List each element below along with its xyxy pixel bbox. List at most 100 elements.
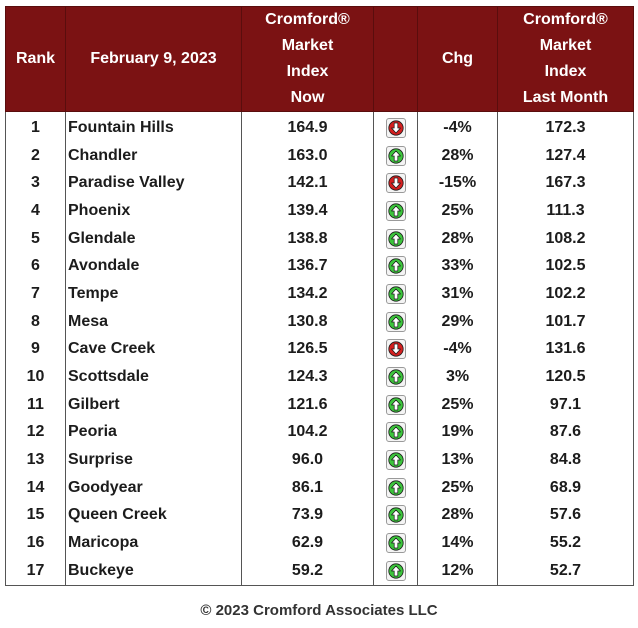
table-row: 9 Cave Creek 126.5 -4% 131.6	[5, 335, 634, 364]
city-cell: Chandler	[65, 141, 242, 170]
table-row: 14 Goodyear 86.1 25% 68.9	[5, 473, 634, 502]
header-index-last-line: Index	[544, 63, 587, 80]
city-cell: Phoenix	[65, 197, 242, 225]
header-index-now-line: Now	[290, 89, 325, 106]
rank-cell: 5	[5, 224, 66, 253]
up-arrow-icon	[385, 422, 406, 443]
header-index-last: Cromford® Market Index Last Month	[497, 6, 634, 112]
table-row: 3 Paradise Valley 142.1 -15% 167.3	[5, 169, 634, 198]
index-last-cell: 167.3	[497, 169, 634, 198]
up-arrow-icon	[385, 560, 406, 581]
chg-cell: 31%	[417, 280, 498, 308]
table-row: 4 Phoenix 139.4 25% 111.3	[5, 197, 634, 225]
index-last-cell: 120.5	[497, 363, 634, 391]
table-row: 5 Glendale 138.8 28% 108.2	[5, 224, 634, 253]
header-date: February 9, 2023	[65, 6, 242, 112]
table-row: 6 Avondale 136.7 33% 102.5	[5, 252, 634, 281]
up-arrow-icon	[385, 533, 406, 554]
index-now-cell: 163.0	[241, 141, 374, 170]
table-row: 16 Maricopa 62.9 14% 55.2	[5, 529, 634, 557]
header-arrow	[373, 6, 418, 112]
index-last-cell: 97.1	[497, 390, 634, 419]
index-now-cell: 138.8	[241, 224, 374, 253]
arrow-cell	[373, 224, 418, 253]
index-last-cell: 57.6	[497, 501, 634, 530]
index-last-cell: 87.6	[497, 418, 634, 447]
up-arrow-icon	[385, 477, 406, 498]
table-row: 12 Peoria 104.2 19% 87.6	[5, 418, 634, 447]
index-now-cell: 96.0	[241, 446, 374, 474]
header-index-last-line: Last Month	[522, 89, 609, 106]
table-row: 13 Surprise 96.0 13% 84.8	[5, 446, 634, 474]
chg-cell: 3%	[417, 363, 498, 391]
index-last-cell: 108.2	[497, 224, 634, 253]
index-last-cell: 52.7	[497, 557, 634, 586]
chg-cell: 13%	[417, 446, 498, 474]
rank-cell: 15	[5, 501, 66, 530]
chg-cell: 25%	[417, 473, 498, 502]
table-row: 1 Fountain Hills 164.9 -4% 172.3	[5, 111, 634, 142]
rank-cell: 17	[5, 557, 66, 586]
arrow-cell	[373, 111, 418, 142]
table-body: 1 Fountain Hills 164.9 -4% 172.3 2 Chandler 163…	[5, 111, 634, 586]
arrow-cell	[373, 529, 418, 557]
table-row: 17 Buckeye 59.2 12% 52.7	[5, 557, 634, 586]
table-row: 8 Mesa 130.8 29% 101.7	[5, 307, 634, 336]
index-now-cell: 104.2	[241, 418, 374, 447]
index-now-cell: 130.8	[241, 307, 374, 336]
header-index-now-line: Cromford®	[265, 11, 350, 28]
header-index-now-line: Index	[286, 63, 329, 80]
rank-cell: 6	[5, 252, 66, 281]
arrow-cell	[373, 307, 418, 336]
table-row: 15 Queen Creek 73.9 28% 57.6	[5, 501, 634, 530]
up-arrow-icon	[385, 283, 406, 304]
index-now-cell: 134.2	[241, 280, 374, 308]
up-arrow-icon	[385, 394, 406, 415]
table-row: 11 Gilbert 121.6 25% 97.1	[5, 390, 634, 419]
index-now-cell: 126.5	[241, 335, 374, 364]
rank-cell: 2	[5, 141, 66, 170]
rank-cell: 1	[5, 111, 66, 142]
arrow-cell	[373, 252, 418, 281]
rank-cell: 16	[5, 529, 66, 557]
chg-cell: -4%	[417, 111, 498, 142]
index-last-cell: 55.2	[497, 529, 634, 557]
index-last-cell: 84.8	[497, 446, 634, 474]
up-arrow-icon	[385, 145, 406, 166]
chg-cell: 25%	[417, 390, 498, 419]
copyright-footer: © 2023 Cromford Associates LLC	[200, 602, 438, 619]
arrow-cell	[373, 335, 418, 364]
city-cell: Fountain Hills	[65, 111, 242, 142]
down-arrow-icon	[385, 339, 406, 360]
rank-cell: 13	[5, 446, 66, 474]
index-now-cell: 136.7	[241, 252, 374, 281]
index-last-cell: 172.3	[497, 111, 634, 142]
chg-cell: 33%	[417, 252, 498, 281]
city-cell: Surprise	[65, 446, 242, 474]
chg-cell: 14%	[417, 529, 498, 557]
table-row: 2 Chandler 163.0 28% 127.4	[5, 141, 634, 170]
arrow-cell	[373, 390, 418, 419]
up-arrow-icon	[385, 311, 406, 332]
chg-cell: 25%	[417, 197, 498, 225]
rank-cell: 3	[5, 169, 66, 198]
up-arrow-icon	[385, 367, 406, 388]
rank-cell: 8	[5, 307, 66, 336]
index-now-cell: 139.4	[241, 197, 374, 225]
rank-cell: 9	[5, 335, 66, 364]
index-now-cell: 59.2	[241, 557, 374, 586]
index-last-cell: 111.3	[497, 197, 634, 225]
index-last-cell: 127.4	[497, 141, 634, 170]
arrow-cell	[373, 501, 418, 530]
arrow-cell	[373, 557, 418, 586]
chg-cell: 29%	[417, 307, 498, 336]
index-last-cell: 102.5	[497, 252, 634, 281]
header-row: Rank February 9, 2023 Cromford® Market I…	[5, 6, 634, 112]
city-cell: Mesa	[65, 307, 242, 336]
chg-cell: -15%	[417, 169, 498, 198]
up-arrow-icon	[385, 450, 406, 471]
index-now-cell: 62.9	[241, 529, 374, 557]
rank-cell: 11	[5, 390, 66, 419]
index-now-cell: 142.1	[241, 169, 374, 198]
market-index-table-wrap: Rank February 9, 2023 Cromford® Market I…	[5, 6, 634, 586]
